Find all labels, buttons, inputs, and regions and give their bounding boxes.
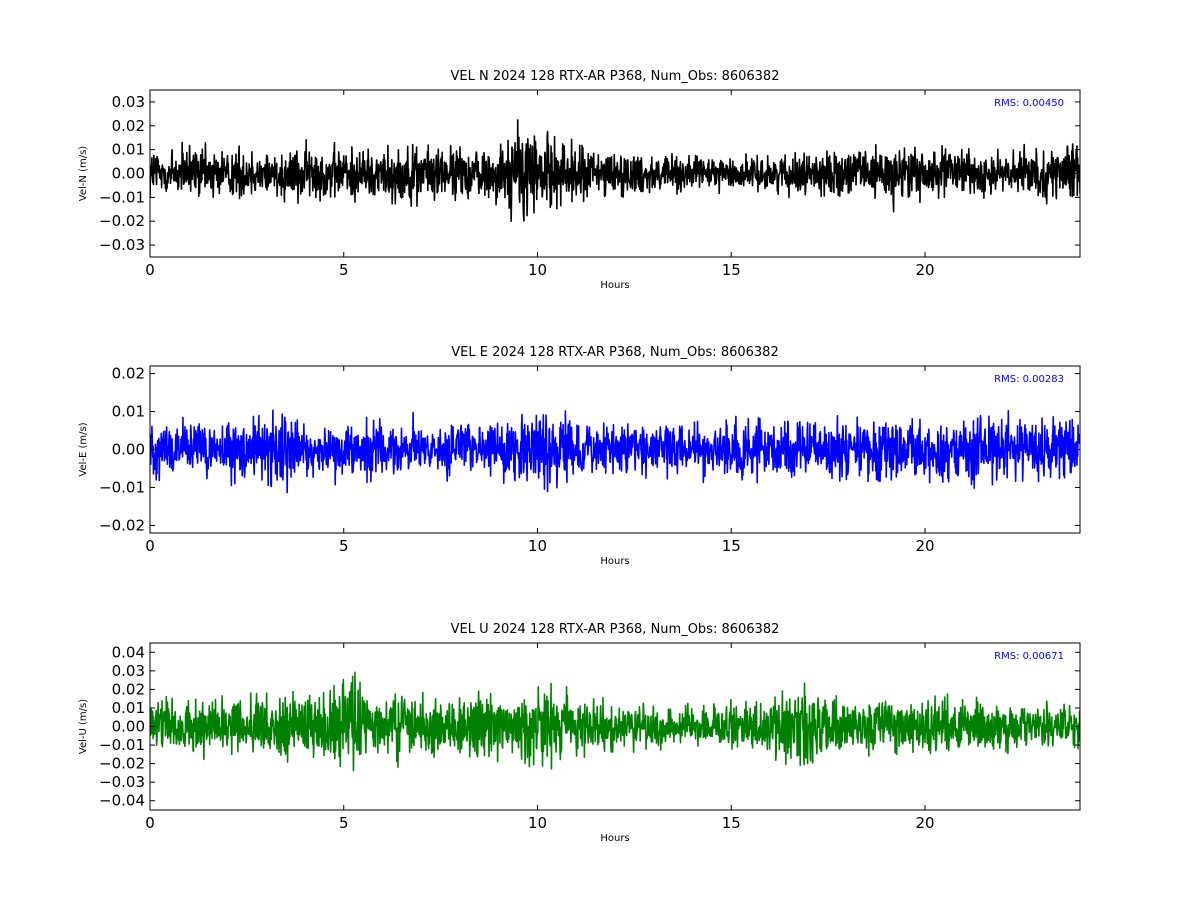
y-tick-label: 0.01	[112, 141, 145, 159]
chart-title: VEL N 2024 128 RTX-AR P368, Num_Obs: 860…	[451, 69, 780, 84]
y-tick-label: −0.01	[99, 188, 145, 206]
y-tick-label: −0.01	[99, 478, 145, 496]
x-tick-label: 20	[915, 261, 934, 279]
y-tick-label: 0.02	[112, 365, 145, 383]
y-tick-label: −0.02	[99, 516, 145, 534]
y-tick-label: 0.04	[112, 643, 145, 661]
chart-title: VEL U 2024 128 RTX-AR P368, Num_Obs: 860…	[451, 622, 780, 637]
y-tick-label: −0.02	[99, 212, 145, 230]
x-tick-label: 0	[145, 537, 155, 555]
series-line	[150, 409, 1080, 494]
y-tick-label: 0.01	[112, 403, 145, 421]
chart-title: VEL E 2024 128 RTX-AR P368, Num_Obs: 860…	[451, 345, 778, 360]
y-tick-label: 0.00	[112, 441, 145, 459]
y-tick-label: 0.01	[112, 699, 145, 717]
x-axis-label: Hours	[600, 833, 629, 844]
x-tick-label: 20	[915, 814, 934, 832]
x-tick-label: 20	[915, 537, 934, 555]
y-tick-label: −0.02	[99, 755, 145, 773]
x-tick-label: 0	[145, 814, 155, 832]
rms-annotation: RMS: 0.00450	[994, 98, 1064, 109]
y-tick-label: 0.00	[112, 718, 145, 736]
y-tick-label: 0.02	[112, 117, 145, 135]
y-tick-label: −0.04	[99, 792, 145, 810]
y-tick-label: 0.03	[112, 93, 145, 111]
x-tick-label: 5	[339, 261, 349, 279]
y-tick-label: 0.00	[112, 165, 145, 183]
x-tick-label: 5	[339, 814, 349, 832]
y-tick-label: −0.03	[99, 773, 145, 791]
rms-annotation: RMS: 0.00283	[994, 374, 1064, 385]
x-tick-label: 5	[339, 537, 349, 555]
x-tick-label: 10	[528, 814, 547, 832]
x-tick-label: 10	[528, 537, 547, 555]
x-tick-label: 15	[722, 537, 741, 555]
y-axis-label: Vel-N (m/s)	[78, 146, 89, 201]
y-axis-label: Vel-U (m/s)	[78, 699, 89, 754]
rms-annotation: RMS: 0.00671	[994, 651, 1064, 662]
y-tick-label: −0.03	[99, 236, 145, 254]
y-axis-label: Vel-E (m/s)	[78, 422, 89, 476]
x-tick-label: 0	[145, 261, 155, 279]
y-tick-label: −0.01	[99, 736, 145, 754]
chart-panel-1: 0 5 10 15 20 −0.03 −0.02 −0.01 0.00 0.01 0.02 0.03 V…	[78, 69, 1081, 291]
x-axis-label: Hours	[600, 280, 629, 291]
chart-panel-2: 0 5 10 15 20 −0.02 −0.01 0.00 0.01 0.02 VEL E 2024…	[78, 345, 1081, 567]
x-tick-label: 15	[722, 814, 741, 832]
series-line	[150, 119, 1080, 223]
chart-panel-3: 0 5 10 15 20 −0.04−0.03−0.02−0.010.000.010.02…	[78, 622, 1081, 844]
x-axis-label: Hours	[600, 556, 629, 567]
y-tick-label: 0.03	[112, 662, 145, 680]
series-line	[150, 671, 1080, 772]
y-tick-label: 0.02	[112, 680, 145, 698]
x-tick-label: 10	[528, 261, 547, 279]
x-tick-label: 15	[722, 261, 741, 279]
